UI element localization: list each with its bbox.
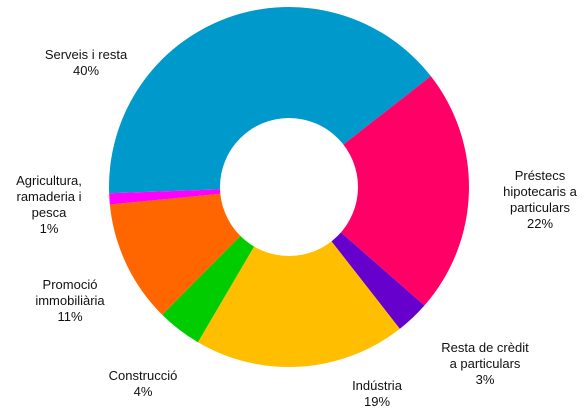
slice-name-line: hipotecaris a <box>503 184 577 199</box>
slice-label-construccio: Construcció 4% <box>109 368 178 399</box>
slice-label-serveis: Serveis i resta 40% <box>45 47 128 78</box>
slice-value-label: 11% <box>57 309 82 324</box>
slice-label-agricultura: Agricultura, ramaderia i pesca 1% <box>16 173 82 236</box>
slice-label-industria: Indústria 19% <box>352 378 403 409</box>
slice-name-line: Agricultura, <box>16 173 82 188</box>
slice-prestecs <box>289 76 469 306</box>
slice-name-line: Serveis i resta <box>45 47 128 62</box>
slice-value-label: 1% <box>40 221 59 236</box>
slice-name-line: a particulars <box>450 356 521 371</box>
slice-name-line: Préstecs <box>515 168 566 183</box>
slice-label-resta-credit: Resta de crèdit a particulars 3% <box>441 340 529 387</box>
slice-value-label: 19% <box>364 394 390 409</box>
slice-name-line: pesca <box>32 205 67 220</box>
slice-name-line: Indústria <box>352 378 403 393</box>
slice-label-promocio: Promoció immobiliària 11% <box>35 277 105 324</box>
slice-value-label: 4% <box>134 384 153 399</box>
slice-name-line: Construcció <box>109 368 178 383</box>
slice-name-line: particulars <box>510 200 570 215</box>
slice-name-line: Promoció <box>43 277 98 292</box>
slice-value-label: 40% <box>73 63 99 78</box>
slice-name-line: Resta de crèdit <box>441 340 529 355</box>
slice-serveis <box>109 7 431 194</box>
slice-value-label: 3% <box>476 372 495 387</box>
slice-industria <box>197 187 400 367</box>
slice-label-prestecs: Préstecs hipotecaris a particulars 22% <box>503 168 577 231</box>
slice-name-line: ramaderia i <box>16 189 81 204</box>
slice-value-label: 22% <box>527 216 553 231</box>
slice-name-line: immobiliària <box>35 293 105 308</box>
donut-hole <box>220 118 358 256</box>
